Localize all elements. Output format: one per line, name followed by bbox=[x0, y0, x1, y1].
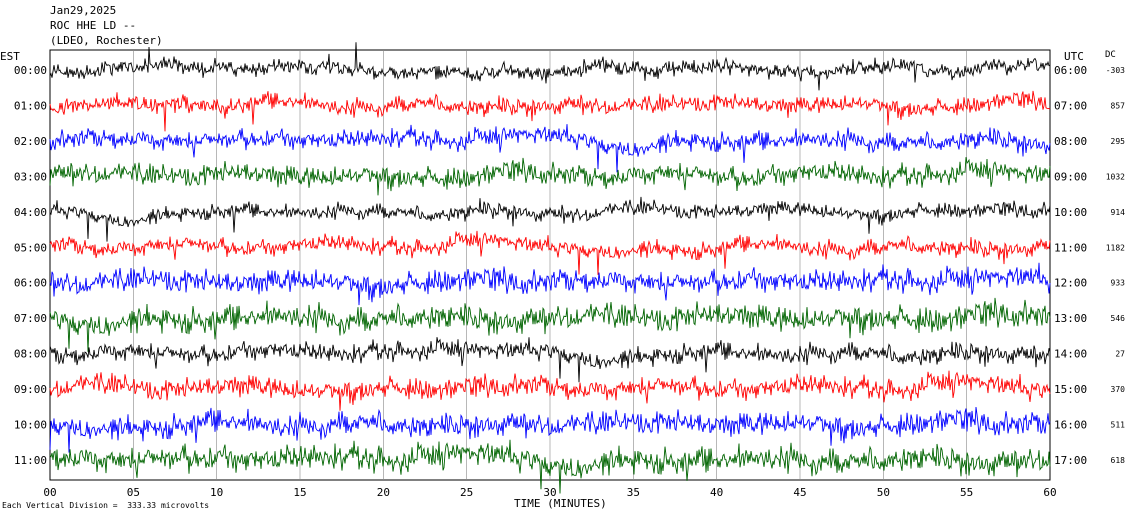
dc-offset-label: 857 bbox=[1111, 101, 1126, 110]
utc-row-label: 13:00 bbox=[1054, 312, 1087, 325]
x-tick-label: 50 bbox=[877, 486, 890, 499]
est-row-label: 05:00 bbox=[14, 241, 47, 254]
trace-line-1000 bbox=[49, 406, 1051, 453]
utc-row-label: 06:00 bbox=[1054, 64, 1087, 77]
dc-offset-label: 295 bbox=[1111, 137, 1126, 146]
x-tick-label: 60 bbox=[1043, 486, 1056, 499]
x-tick-label: 55 bbox=[960, 486, 973, 499]
trace-line-0500 bbox=[49, 230, 1051, 275]
x-tick-label: 10 bbox=[210, 486, 223, 499]
utc-row-label: 07:00 bbox=[1054, 99, 1087, 112]
trace-line-0000 bbox=[49, 42, 1051, 91]
utc-row-label: 15:00 bbox=[1054, 383, 1087, 396]
utc-row-label: 14:00 bbox=[1054, 348, 1087, 361]
utc-row-label: 17:00 bbox=[1054, 454, 1087, 467]
dc-offset-label: 618 bbox=[1111, 456, 1126, 465]
utc-row-label: 10:00 bbox=[1054, 206, 1087, 219]
trace-line-0600 bbox=[49, 262, 1051, 306]
utc-row-label: 11:00 bbox=[1054, 241, 1087, 254]
est-row-label: 04:00 bbox=[14, 206, 47, 219]
dc-offset-label: 914 bbox=[1111, 208, 1126, 217]
dc-offset-label: 546 bbox=[1111, 314, 1126, 323]
header-date: Jan29,2025 bbox=[50, 4, 117, 17]
x-tick-label: 25 bbox=[460, 486, 473, 499]
utc-axis-title: UTC bbox=[1064, 50, 1084, 63]
trace-line-0300 bbox=[49, 157, 1051, 196]
dc-offset-label: -303 bbox=[1106, 66, 1125, 75]
dc-column-title: DC bbox=[1105, 50, 1116, 60]
trace-line-1100 bbox=[49, 439, 1051, 494]
utc-row-label: 09:00 bbox=[1054, 170, 1087, 183]
est-row-label: 00:00 bbox=[14, 64, 47, 77]
utc-row-label: 08:00 bbox=[1054, 135, 1087, 148]
header-network: (LDEO, Rochester) bbox=[50, 34, 163, 47]
x-tick-label: 45 bbox=[793, 486, 806, 499]
x-tick-label: 15 bbox=[293, 486, 306, 499]
dc-offset-label: 1032 bbox=[1106, 172, 1125, 181]
dc-offset-label: 27 bbox=[1115, 350, 1125, 359]
est-row-label: 09:00 bbox=[14, 383, 47, 396]
x-tick-label: 30 bbox=[543, 486, 556, 499]
trace-line-0700 bbox=[49, 297, 1051, 352]
est-row-label: 07:00 bbox=[14, 312, 47, 325]
x-tick-label: 20 bbox=[377, 486, 390, 499]
est-row-label: 08:00 bbox=[14, 348, 47, 361]
x-tick-label: 40 bbox=[710, 486, 723, 499]
x-tick-label: 05 bbox=[127, 486, 140, 499]
utc-row-label: 12:00 bbox=[1054, 277, 1087, 290]
est-row-label: 11:00 bbox=[14, 454, 47, 467]
trace-line-0200 bbox=[49, 124, 1051, 173]
x-axis-title: TIME (MINUTES) bbox=[514, 497, 607, 510]
trace-line-0800 bbox=[49, 337, 1051, 383]
utc-row-label: 16:00 bbox=[1054, 419, 1087, 432]
dc-offset-label: 1182 bbox=[1106, 243, 1125, 252]
dc-offset-label: 370 bbox=[1111, 385, 1126, 394]
est-row-label: 02:00 bbox=[14, 135, 47, 148]
x-tick-label: 35 bbox=[627, 486, 640, 499]
dc-offset-label: 511 bbox=[1111, 421, 1126, 430]
est-axis-title: EST bbox=[0, 50, 20, 63]
trace-line-0400 bbox=[49, 196, 1051, 242]
dc-offset-label: 933 bbox=[1111, 279, 1126, 288]
est-row-label: 03:00 bbox=[14, 170, 47, 183]
est-row-label: 06:00 bbox=[14, 277, 47, 290]
est-row-label: 10:00 bbox=[14, 419, 47, 432]
est-row-label: 01:00 bbox=[14, 99, 47, 112]
trace-line-0900 bbox=[49, 370, 1051, 411]
trace-line-0100 bbox=[49, 90, 1051, 132]
header-station: ROC HHE LD -- bbox=[50, 19, 137, 32]
scale-footnote: Each Vertical Division = 333.33 microvol… bbox=[2, 501, 210, 510]
x-tick-label: 00 bbox=[43, 486, 56, 499]
